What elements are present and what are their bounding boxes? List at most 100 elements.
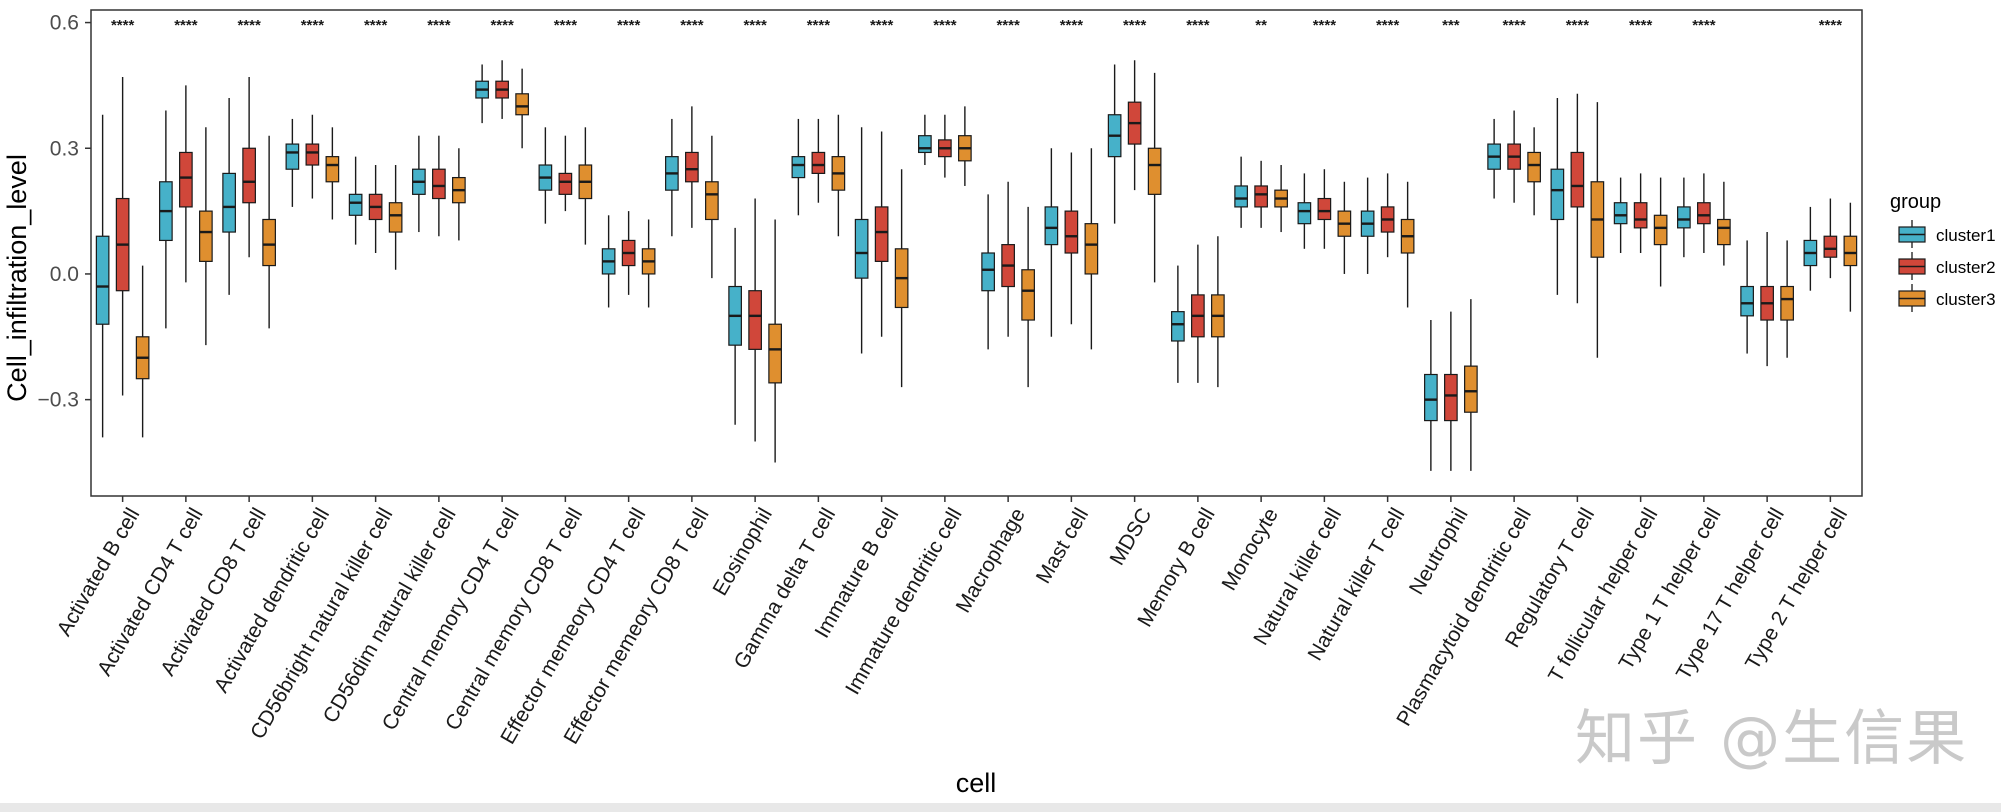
significance-label: **** — [1692, 17, 1716, 34]
significance-label: **** — [680, 17, 704, 34]
y-tick-label: 0.6 — [50, 12, 79, 35]
box-cluster2 — [432, 168, 446, 200]
significance-label: **** — [617, 17, 641, 34]
watermark: 知乎 @生信果 — [1575, 704, 1969, 774]
box-cluster2 — [1633, 202, 1648, 229]
y-tick-label: 0.3 — [50, 137, 79, 160]
x-tick-label: Activated dendritic cell — [210, 504, 334, 696]
significance-label: **** — [1819, 17, 1843, 34]
bottom-divider — [0, 803, 2001, 812]
box-cluster3 — [1464, 365, 1478, 413]
significance-label: **** — [743, 17, 767, 34]
box-cluster1 — [348, 193, 363, 216]
box-cluster1 — [1550, 168, 1565, 221]
significance-label: **** — [174, 17, 198, 34]
significance-label: **** — [490, 17, 514, 34]
significance-label: **** — [1186, 17, 1210, 34]
box-cluster2 — [1064, 210, 1079, 254]
x-tick-label: Mast cell — [1032, 504, 1093, 587]
box-cluster2 — [242, 147, 256, 204]
box-cluster3 — [388, 202, 403, 233]
significance-label: **** — [1502, 17, 1526, 34]
box-cluster1 — [222, 172, 236, 233]
box-cluster2 — [811, 151, 826, 174]
x-tick-label: Monocyte — [1217, 504, 1282, 594]
legend-label-cluster3: cluster3 — [1936, 290, 1996, 309]
box-cluster2 — [685, 151, 699, 183]
significance-label: **** — [364, 17, 388, 34]
box-cluster1 — [1424, 373, 1438, 422]
box-cluster2 — [1823, 235, 1838, 258]
x-tick-label: Eosinophil — [709, 504, 777, 599]
box-cluster1 — [95, 235, 110, 325]
x-tick-label: MDSC — [1106, 504, 1157, 569]
box-cluster3 — [1843, 235, 1858, 267]
significance-label: **** — [1376, 17, 1400, 34]
box-cluster2 — [1570, 151, 1585, 208]
box-cluster3 — [1780, 285, 1794, 321]
significance-label: **** — [111, 17, 135, 34]
significance-label: ** — [1255, 17, 1267, 34]
x-tick-label: Neutrophil — [1405, 504, 1473, 598]
significance-label: **** — [1060, 17, 1084, 34]
significance-label: **** — [1629, 17, 1653, 34]
box-cluster2 — [748, 290, 762, 350]
box-cluster1 — [854, 218, 869, 279]
box-cluster3 — [1717, 218, 1731, 246]
significance-label: **** — [301, 17, 325, 34]
box-cluster1 — [1297, 202, 1312, 225]
significance-label: **** — [870, 17, 894, 34]
box-cluster3 — [262, 218, 276, 267]
significance-label: *** — [1442, 17, 1460, 34]
box-cluster2 — [1444, 373, 1458, 422]
x-tick-label: Immature dendritic cell — [841, 504, 967, 698]
significance-label: **** — [807, 17, 831, 34]
box-cluster2 — [179, 151, 193, 208]
box-cluster1 — [1740, 285, 1754, 317]
box-cluster3 — [1527, 151, 1541, 183]
y-tick-label: −0.3 — [38, 389, 79, 412]
box-cluster1 — [791, 156, 806, 179]
y-axis-title: Cell_infiltration_level — [2, 154, 32, 402]
box-cluster3 — [1653, 214, 1668, 246]
box-cluster3 — [325, 156, 340, 183]
box-cluster1 — [1613, 202, 1628, 225]
box-cluster2 — [1254, 185, 1268, 208]
legend-label-cluster2: cluster2 — [1936, 258, 1996, 277]
box-cluster2 — [874, 206, 889, 262]
box-cluster2 — [305, 143, 320, 166]
significance-label: **** — [933, 17, 957, 34]
plot-area: **** **** **** **** **** **** **** **** **** ****… — [90, 9, 1863, 497]
legend-title: group — [1890, 191, 1941, 213]
significance-label: **** — [1313, 17, 1337, 34]
plot-panel-border — [90, 9, 1863, 497]
box-cluster3 — [768, 323, 782, 384]
significance-label: **** — [996, 17, 1020, 34]
box-cluster3 — [705, 181, 719, 221]
y-axis: −0.3 0.0 0.3 0.6 — [38, 12, 91, 412]
significance-label: **** — [554, 17, 578, 34]
box-cluster3 — [199, 210, 213, 262]
box-cluster2 — [1697, 202, 1711, 225]
x-tick-label: T follicular helper cell — [1544, 504, 1662, 686]
significance-label: **** — [1566, 17, 1590, 34]
box-cluster2 — [1317, 197, 1332, 221]
box-cluster1 — [918, 135, 932, 154]
box-cluster1 — [1044, 206, 1059, 246]
significance-label: **** — [237, 17, 261, 34]
box-cluster3 — [1147, 147, 1162, 195]
box-cluster3 — [515, 93, 529, 116]
box-cluster2 — [558, 172, 573, 195]
legend-label-cluster1: cluster1 — [1936, 226, 1996, 245]
box-cluster1 — [1677, 206, 1691, 229]
significance-label: **** — [427, 17, 451, 34]
box-cluster1 — [1234, 185, 1248, 208]
y-tick-label: 0.0 — [50, 263, 79, 286]
box-cluster1 — [285, 143, 300, 170]
box-cluster1 — [981, 252, 995, 292]
x-axis-title: cell — [956, 768, 997, 798]
box-cluster1 — [1171, 311, 1185, 342]
box-cluster3 — [1084, 223, 1099, 275]
box-cluster3 — [1021, 269, 1035, 321]
